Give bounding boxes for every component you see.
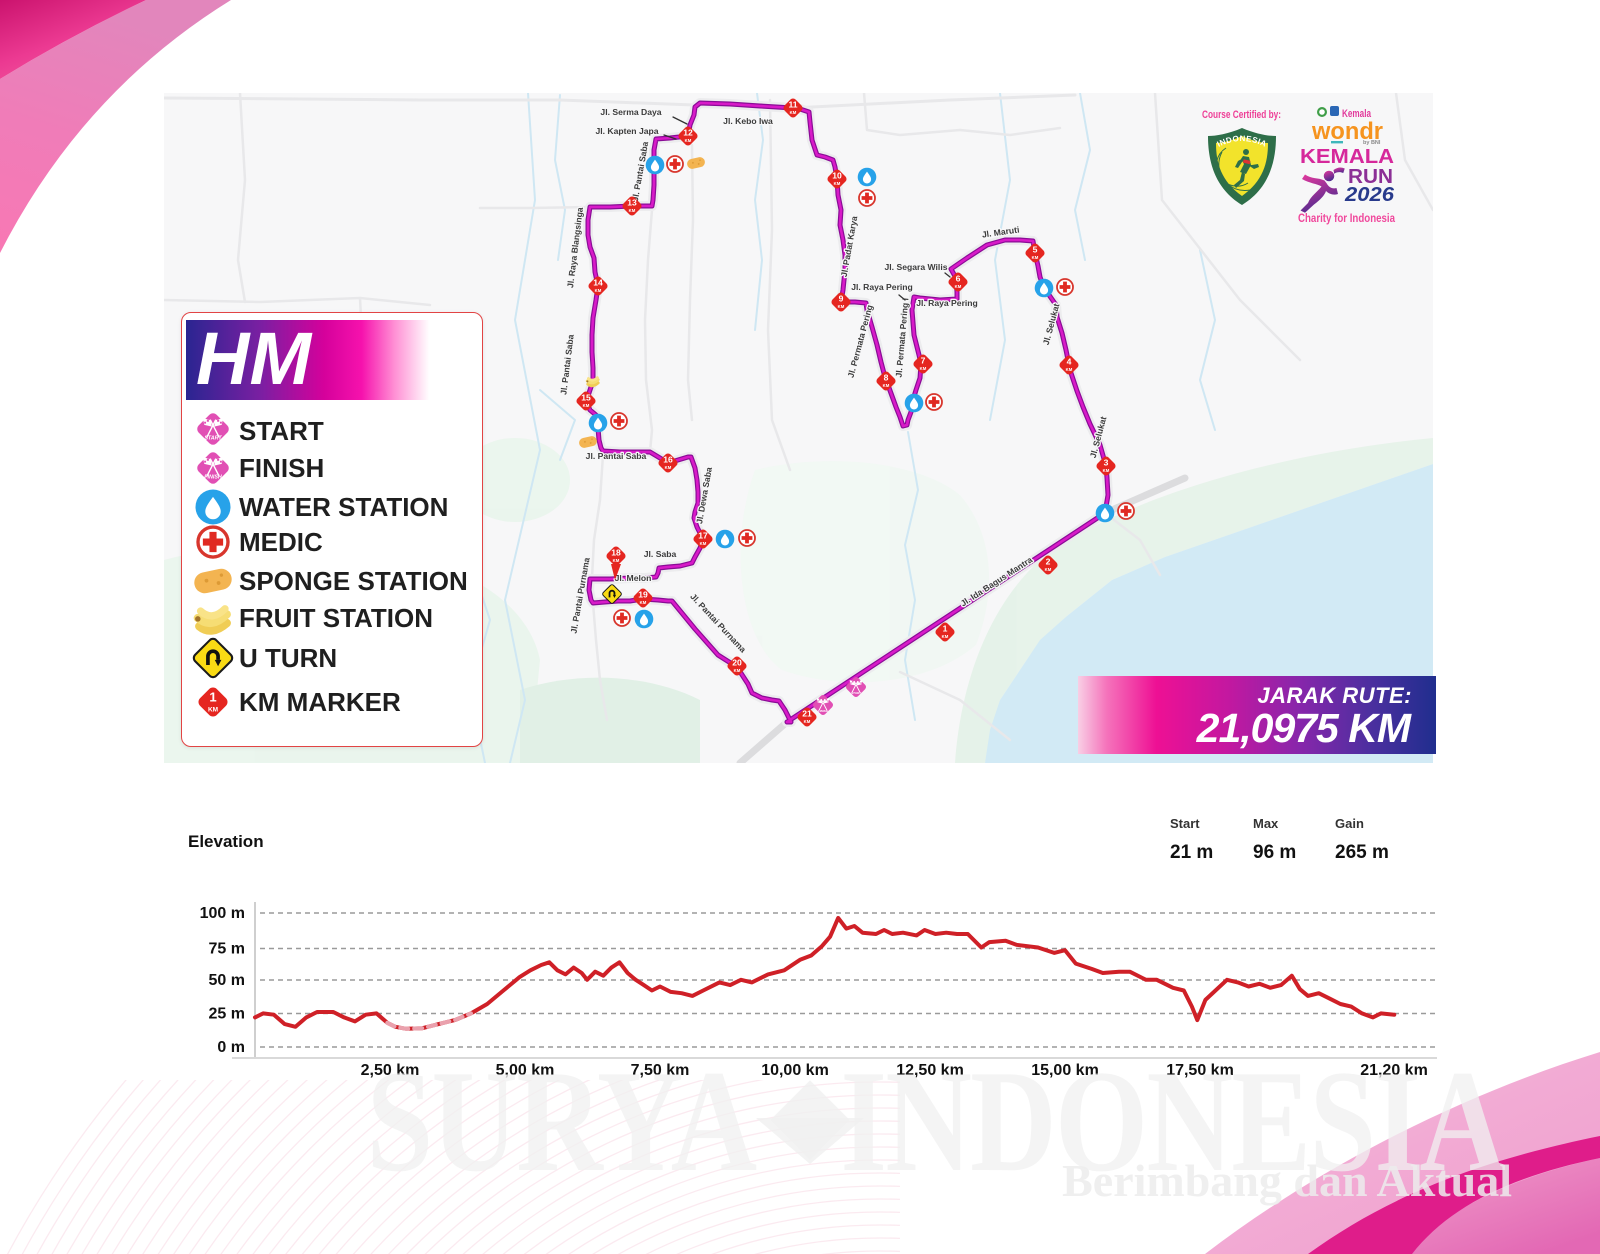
svg-text:Elevation: Elevation bbox=[188, 832, 264, 851]
svg-text:KM: KM bbox=[583, 403, 590, 408]
svg-text:Gain: Gain bbox=[1335, 816, 1364, 831]
svg-text:KM: KM bbox=[834, 181, 841, 186]
svg-text:21: 21 bbox=[802, 709, 812, 719]
svg-text:Jl. Raya Pering: Jl. Raya Pering bbox=[916, 298, 978, 308]
svg-text:Course Certified by:: Course Certified by: bbox=[1202, 109, 1281, 121]
svg-text:25 m: 25 m bbox=[209, 1006, 245, 1023]
svg-text:KEMALA: KEMALA bbox=[1300, 146, 1394, 168]
svg-text:KM: KM bbox=[734, 668, 741, 673]
svg-text:16: 16 bbox=[663, 455, 673, 465]
svg-text:100 m: 100 m bbox=[200, 905, 245, 922]
svg-text:KM: KM bbox=[700, 541, 707, 546]
svg-text:Max: Max bbox=[1253, 816, 1279, 831]
svg-text:Jl. Saba: Jl. Saba bbox=[644, 549, 677, 559]
svg-text:75 m: 75 m bbox=[209, 941, 245, 958]
svg-text:265 m: 265 m bbox=[1335, 842, 1389, 863]
svg-text:0 m: 0 m bbox=[217, 1039, 245, 1056]
svg-text:19: 19 bbox=[638, 590, 648, 600]
svg-text:Jl. Serma Daya: Jl. Serma Daya bbox=[600, 107, 661, 117]
svg-text:Jl. Kapten Japa: Jl. Kapten Japa bbox=[595, 126, 658, 136]
svg-text:Start: Start bbox=[1170, 816, 1200, 831]
svg-text:KM: KM bbox=[1045, 567, 1052, 572]
svg-text:KM: KM bbox=[804, 719, 811, 724]
svg-text:KM: KM bbox=[640, 600, 647, 605]
svg-text:KM: KM bbox=[1032, 255, 1039, 260]
svg-text:2: 2 bbox=[1046, 557, 1051, 567]
svg-text:Jl. Pantai Saba: Jl. Pantai Saba bbox=[586, 451, 647, 461]
svg-text:Kemala: Kemala bbox=[1342, 108, 1372, 120]
svg-text:KM: KM bbox=[685, 138, 692, 143]
svg-text:KM: KM bbox=[1066, 367, 1073, 372]
svg-text:12,50 km: 12,50 km bbox=[896, 1062, 964, 1079]
svg-text:12: 12 bbox=[683, 128, 693, 138]
svg-text:13: 13 bbox=[627, 198, 637, 208]
svg-text:10: 10 bbox=[832, 171, 842, 181]
svg-text:21 m: 21 m bbox=[1170, 842, 1213, 863]
svg-text:Jl. Segara Wilis: Jl. Segara Wilis bbox=[885, 262, 948, 272]
svg-text:2,50 km: 2,50 km bbox=[361, 1062, 420, 1079]
svg-text:KM: KM bbox=[1103, 468, 1110, 473]
svg-text:KM: KM bbox=[955, 284, 962, 289]
svg-text:Jl. Raya Pering: Jl. Raya Pering bbox=[851, 282, 913, 292]
svg-text:Charity for Indonesia: Charity for Indonesia bbox=[1298, 211, 1395, 225]
svg-text:17,50 km: 17,50 km bbox=[1166, 1062, 1234, 1079]
svg-text:17: 17 bbox=[698, 531, 708, 541]
svg-text:21,20 km: 21,20 km bbox=[1360, 1062, 1428, 1079]
svg-text:KM: KM bbox=[883, 383, 890, 388]
svg-text:3: 3 bbox=[1104, 458, 1109, 468]
svg-text:20: 20 bbox=[732, 658, 742, 668]
svg-text:2026: 2026 bbox=[1344, 184, 1395, 206]
svg-text:11: 11 bbox=[788, 100, 797, 110]
svg-text:15: 15 bbox=[581, 393, 591, 403]
svg-text:START: START bbox=[851, 691, 862, 695]
svg-text:wondr: wondr bbox=[1311, 118, 1383, 145]
svg-text:5: 5 bbox=[1033, 245, 1038, 255]
svg-text:14: 14 bbox=[593, 278, 603, 288]
svg-text:50 m: 50 m bbox=[209, 972, 245, 989]
svg-text:4: 4 bbox=[1067, 357, 1072, 367]
svg-text:Jl. Kebo Iwa: Jl. Kebo Iwa bbox=[723, 116, 773, 126]
svg-text:10,00 km: 10,00 km bbox=[761, 1062, 829, 1079]
svg-text:KM: KM bbox=[920, 366, 927, 371]
svg-text:KM: KM bbox=[629, 208, 636, 213]
svg-text:KM: KM bbox=[838, 304, 845, 309]
svg-text:7: 7 bbox=[921, 356, 926, 366]
svg-text:KM: KM bbox=[942, 634, 949, 639]
svg-text:18: 18 bbox=[611, 548, 621, 558]
svg-text:KM: KM bbox=[595, 288, 602, 293]
svg-text:RUN: RUN bbox=[1348, 166, 1393, 188]
svg-text:9: 9 bbox=[839, 294, 844, 304]
svg-text:FINISH: FINISH bbox=[818, 709, 829, 713]
svg-text:KM: KM bbox=[790, 110, 797, 115]
svg-text:1: 1 bbox=[943, 624, 948, 634]
svg-text:96 m: 96 m bbox=[1253, 842, 1296, 863]
svg-text:by BNI: by BNI bbox=[1363, 140, 1381, 146]
svg-text:KM: KM bbox=[613, 558, 620, 563]
svg-text:8: 8 bbox=[884, 373, 889, 383]
svg-text:6: 6 bbox=[956, 274, 961, 284]
svg-text:Jl. Melon: Jl. Melon bbox=[615, 573, 652, 583]
svg-text:KM: KM bbox=[665, 465, 672, 470]
svg-text:15,00 km: 15,00 km bbox=[1031, 1062, 1099, 1079]
svg-text:7,50 km: 7,50 km bbox=[631, 1062, 690, 1079]
svg-text:5,00 km: 5,00 km bbox=[496, 1062, 555, 1079]
